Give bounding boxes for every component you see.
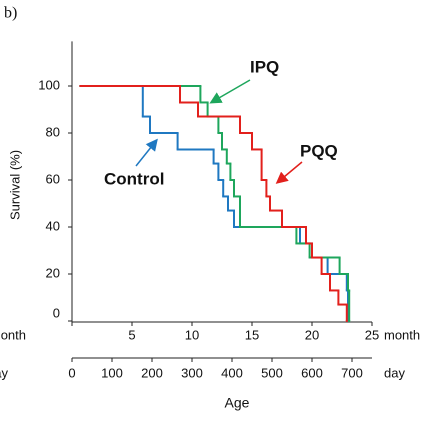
x2-tick-label: 500 <box>261 365 283 380</box>
x-axis-label: month <box>0 327 26 342</box>
series-label: IPQ <box>250 57 279 76</box>
x-tick-label: 5 <box>128 327 135 342</box>
y-axis-label: Survival (%) <box>7 150 22 220</box>
x2-axis-label: day <box>384 365 405 380</box>
x-tick-label: 10 <box>185 327 199 342</box>
y-tick-label: 80 <box>46 124 60 139</box>
y-tick-label: 20 <box>46 265 60 280</box>
x-tick-label: 25 <box>365 327 379 342</box>
x2-tick-label: 400 <box>221 365 243 380</box>
arrow <box>135 138 158 167</box>
x-tick-label: 15 <box>245 327 259 342</box>
x2-tick-label: 200 <box>141 365 163 380</box>
y-tick-label: 0 <box>53 305 60 320</box>
x-tick-label: 20 <box>305 327 319 342</box>
arrow <box>209 79 251 104</box>
series-label: PQQ <box>300 141 338 160</box>
x2-tick-label: 100 <box>101 365 123 380</box>
x-axis-label: month <box>384 327 420 342</box>
x2-tick-label: 700 <box>341 365 363 380</box>
y-tick-label: 40 <box>46 218 60 233</box>
y-tick-label: 60 <box>46 171 60 186</box>
axis-title: Age <box>225 395 250 411</box>
x2-tick-label: 0 <box>68 365 75 380</box>
x2-tick-label: 600 <box>301 365 323 380</box>
x2-axis-label: day <box>0 365 8 380</box>
x2-tick-label: 300 <box>181 365 203 380</box>
panel-label: b) <box>4 5 17 22</box>
y-tick-label: 100 <box>38 77 60 92</box>
series-label: Control <box>104 169 164 188</box>
arrow <box>275 161 303 184</box>
